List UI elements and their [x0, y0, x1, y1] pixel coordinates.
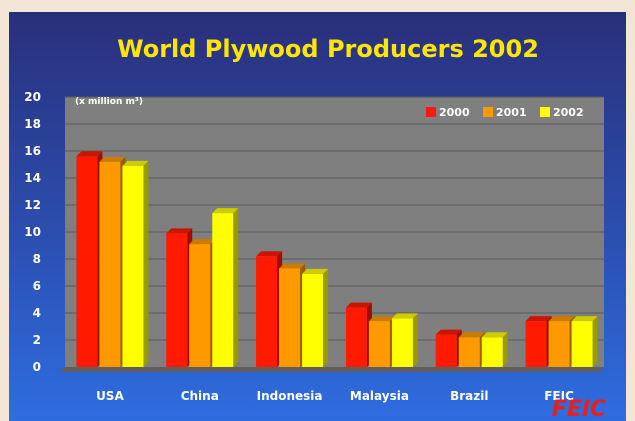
bar — [435, 334, 457, 367]
bar-top — [345, 302, 372, 308]
bar — [525, 321, 547, 367]
x-category-label: USA — [96, 389, 124, 403]
bar-chart: World Plywood Producers 2002 0 2 4 6 8 10 12 14… — [24, 35, 606, 421]
y-tick-label: 2 — [33, 333, 41, 347]
bar — [279, 268, 301, 367]
bar-side — [592, 316, 598, 367]
bar-top — [256, 251, 283, 257]
bar-top — [279, 263, 306, 269]
plot-floor — [60, 367, 604, 372]
bar-side — [143, 160, 149, 367]
bar-top — [525, 316, 552, 322]
y-tick-label: 8 — [33, 252, 41, 266]
y-tick-label: 20 — [24, 90, 41, 104]
bar-top — [212, 208, 239, 214]
bar — [391, 318, 413, 367]
legend-label: 2000 — [439, 106, 470, 119]
y-tick-label: 18 — [24, 117, 41, 131]
chart-slide: World Plywood Producers 2002 0 2 4 6 8 10 12 14… — [9, 12, 626, 421]
bar-top — [571, 316, 598, 322]
bar-top — [189, 239, 216, 245]
bar — [345, 307, 367, 367]
bar-top — [76, 151, 103, 157]
bar-top — [122, 160, 149, 166]
bar — [99, 161, 121, 367]
bar-top — [481, 332, 508, 338]
bar-top — [166, 228, 193, 234]
y-tick-label: 14 — [24, 171, 41, 185]
y-tick-label: 12 — [24, 198, 41, 212]
bar — [189, 244, 211, 367]
bar-top — [435, 329, 462, 335]
bar-top — [368, 316, 395, 322]
feic-logo: FEIC — [552, 397, 606, 421]
y-tick-label: 0 — [33, 360, 41, 374]
bar-top — [99, 156, 126, 162]
y-tick-label: 4 — [33, 306, 41, 320]
bar — [548, 321, 570, 367]
bar-top — [391, 313, 418, 319]
bar — [302, 273, 324, 367]
bar — [122, 165, 144, 367]
legend-swatch — [540, 107, 550, 117]
x-category-label: Malaysia — [350, 389, 409, 403]
x-category-label: Indonesia — [257, 389, 323, 403]
bar — [458, 337, 480, 367]
bar — [481, 337, 503, 367]
legend: 2000 2001 2002 — [426, 106, 584, 119]
chart-title: World Plywood Producers 2002 — [117, 35, 539, 63]
bar — [166, 233, 188, 367]
legend-label: 2001 — [496, 106, 527, 119]
bar-side — [233, 208, 239, 367]
y-tick-label: 10 — [24, 225, 41, 239]
bar-top — [302, 268, 329, 274]
bar — [76, 156, 98, 367]
plot-area: 0 2 4 6 8 10 12 14 16 18 20 USA China Indonesia Malays… — [24, 90, 604, 403]
y-tick-label: 16 — [24, 144, 41, 158]
bar-side — [502, 332, 508, 367]
bar — [571, 321, 593, 367]
legend-swatch — [483, 107, 493, 117]
legend-label: 2002 — [553, 106, 584, 119]
x-category-label: Brazil — [450, 389, 488, 403]
bar-side — [412, 313, 418, 367]
bar-top — [548, 316, 575, 322]
x-category-label: China — [181, 389, 219, 403]
x-category-label: FEIC — [544, 389, 574, 403]
bar — [256, 256, 278, 367]
bar — [368, 321, 390, 367]
y-tick-label: 6 — [33, 279, 41, 293]
bar-side — [323, 268, 329, 367]
legend-swatch — [426, 107, 436, 117]
unit-label: (x million m³) — [75, 97, 143, 107]
bar — [212, 213, 234, 367]
bar-top — [458, 332, 485, 338]
